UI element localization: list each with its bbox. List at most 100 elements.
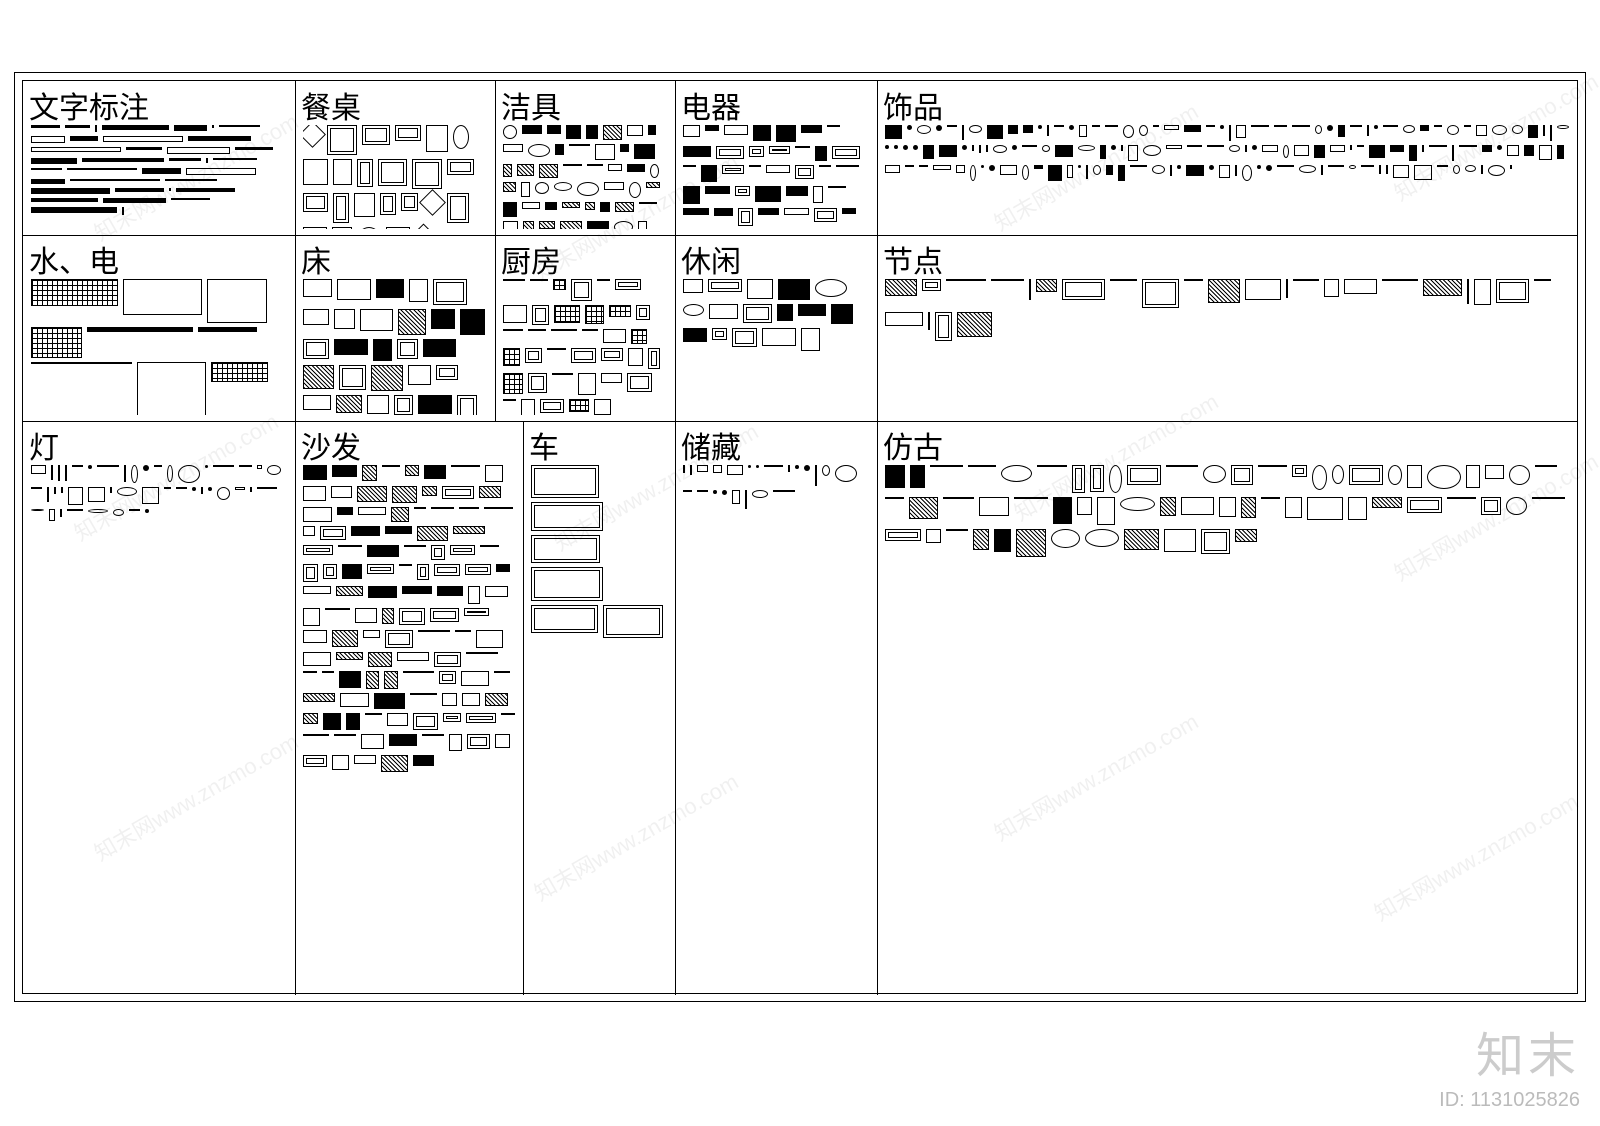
cad-symbol [1407, 497, 1442, 513]
cad-symbol [417, 526, 448, 541]
cad-symbol [169, 158, 201, 161]
cad-symbol [423, 339, 456, 357]
cad-symbol [776, 125, 796, 142]
cell-appliance: 电器 [675, 81, 877, 235]
cad-symbol [367, 564, 394, 574]
cad-symbol [585, 202, 595, 210]
cell-lights: 灯 [23, 421, 295, 995]
cad-symbol [1245, 145, 1247, 152]
cad-symbol [1497, 145, 1502, 150]
cad-symbol [409, 279, 428, 302]
cad-symbol [143, 465, 149, 471]
cad-symbol [752, 490, 768, 498]
cad-symbol [31, 279, 118, 306]
cad-symbol [1177, 165, 1181, 169]
cad-symbol [1092, 125, 1100, 127]
cad-symbol [697, 490, 708, 492]
cad-symbol [540, 399, 564, 413]
cad-symbol [503, 329, 523, 331]
cad-symbol [1539, 145, 1552, 160]
cad-symbol [636, 305, 650, 320]
cad-symbol [1447, 125, 1459, 135]
cad-symbol [1293, 279, 1319, 281]
cad-symbol [969, 125, 982, 133]
cell-title: 储藏 [681, 423, 741, 467]
cad-symbol [366, 671, 379, 689]
cad-symbol [1507, 145, 1519, 156]
cad-symbol [411, 223, 435, 229]
cad-symbol [1314, 145, 1325, 158]
cad-symbol [1324, 279, 1339, 297]
cad-symbol [777, 304, 793, 321]
cad-symbol [1510, 165, 1512, 169]
cad-symbol [368, 586, 397, 598]
cad-symbol [946, 529, 968, 531]
cell-title: 休闲 [681, 237, 741, 281]
cad-symbol [385, 630, 413, 648]
cad-symbol [394, 395, 413, 415]
cad-symbol [683, 208, 709, 215]
inner-frame: 文字标注餐桌洁具电器饰品水、电床厨房休闲节点灯沙发车储藏仿古 [22, 80, 1578, 994]
cad-symbol [577, 182, 599, 196]
cad-symbol [970, 165, 976, 181]
cad-symbol [212, 125, 214, 128]
cad-symbol [461, 671, 489, 686]
cad-symbol [54, 487, 56, 494]
cad-symbol [521, 399, 535, 415]
cad-symbol [629, 182, 641, 198]
cad-symbol [1361, 165, 1374, 167]
cad-symbol [363, 630, 380, 638]
cad-symbol [1152, 165, 1165, 174]
symbol-cluster [303, 279, 487, 415]
cad-symbol [430, 608, 459, 622]
cad-symbol [337, 507, 353, 515]
cad-symbol [303, 734, 329, 736]
cad-symbol [387, 713, 408, 726]
cad-symbol [531, 567, 603, 601]
cad-symbol [439, 671, 456, 684]
cad-symbol [110, 487, 112, 493]
cell-title: 餐桌 [301, 83, 361, 127]
cad-symbol [503, 399, 516, 401]
cad-symbol [178, 465, 200, 483]
cad-symbol [331, 486, 352, 498]
cad-symbol [708, 279, 742, 292]
cad-symbol [531, 502, 603, 531]
cad-symbol [399, 564, 412, 566]
cad-symbol [494, 671, 510, 673]
cad-symbol [1128, 145, 1138, 161]
cad-symbol [842, 208, 856, 214]
cad-symbol [905, 165, 914, 167]
cad-symbol [528, 373, 547, 393]
cad-symbol [646, 182, 660, 188]
cad-symbol [1072, 465, 1085, 493]
cad-symbol [1328, 165, 1344, 167]
cad-symbol [1407, 465, 1422, 488]
cad-symbol [303, 713, 318, 724]
cad-symbol [801, 328, 820, 351]
cad-symbol [1350, 125, 1362, 127]
cad-symbol [788, 465, 790, 472]
cad-symbol [174, 125, 207, 131]
cad-symbol [1283, 145, 1289, 158]
cad-symbol [60, 509, 62, 517]
cad-symbol [987, 125, 1003, 139]
cad-symbol [1166, 465, 1198, 467]
cad-symbol [1042, 145, 1050, 152]
cad-symbol [521, 182, 530, 197]
cad-symbol [735, 186, 750, 196]
symbol-cluster [503, 125, 667, 229]
cad-symbol [131, 465, 138, 483]
cad-symbol [485, 693, 508, 706]
cad-symbol [405, 465, 419, 476]
cad-symbol [683, 328, 707, 342]
cad-symbol [1496, 279, 1529, 303]
cad-symbol [320, 526, 346, 540]
cad-symbol [909, 497, 938, 519]
cad-symbol [235, 147, 273, 150]
cad-symbol [47, 487, 49, 502]
cad-symbol [727, 465, 743, 475]
cad-symbol [1012, 145, 1017, 150]
cad-symbol [323, 713, 341, 730]
cad-symbol [1201, 529, 1230, 554]
